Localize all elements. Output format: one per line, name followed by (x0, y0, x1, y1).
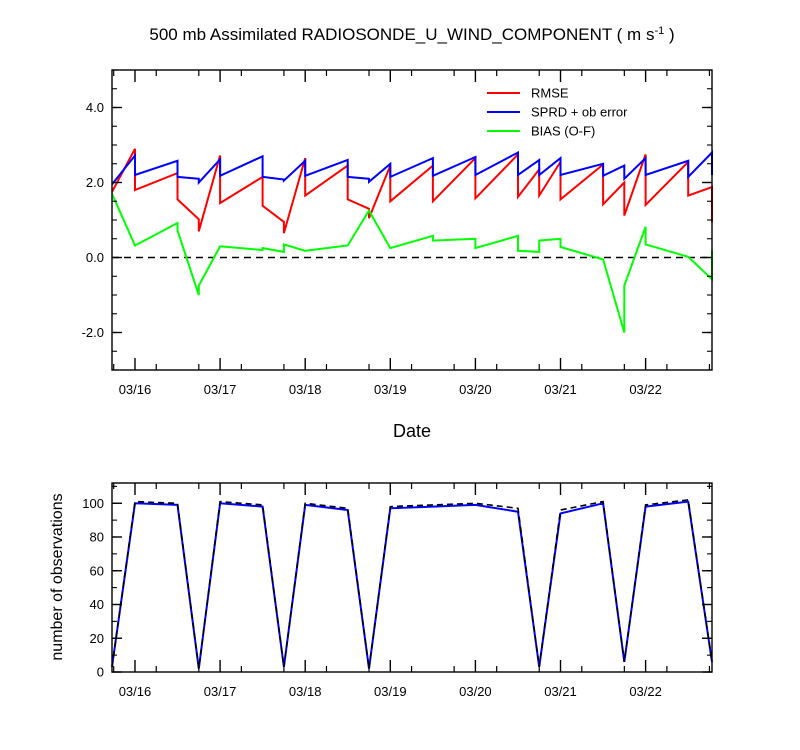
observations-count-chart: 03/16 03/17 03/18 03/19 03/20 03/21 03/22 0 20 40… (49, 482, 713, 699)
x-tick-label: 03/17 (204, 382, 237, 397)
y-tick-label: 80 (90, 530, 104, 545)
series-line-1 (111, 150, 713, 186)
y-tick-label: -2.0 (82, 325, 104, 340)
x-tick-label: 03/20 (459, 382, 492, 397)
x-tick-label: 03/22 (629, 382, 662, 397)
x-axis-label: Date (393, 421, 431, 441)
legend-entry: RMSE (531, 86, 569, 101)
x-tick-label: 03/20 (459, 684, 492, 699)
y-tick-label: 0 (97, 665, 104, 680)
y-tick-label: 40 (90, 597, 104, 612)
y-tick-label: 100 (82, 496, 104, 511)
x-tick-label: 03/18 (289, 382, 322, 397)
x-tick-label: 03/19 (374, 382, 407, 397)
series-line-2 (111, 193, 713, 333)
rmse-spread-bias-chart: 500 mb Assimilated RADIOSONDE_U_WIND_COM… (82, 25, 713, 441)
y-tick-label: 4.0 (86, 100, 104, 115)
x-tick-label: 03/21 (544, 382, 577, 397)
top-plot-area: 03/16 03/17 03/18 03/19 03/20 03/21 03/22 -2.0 0… (82, 69, 713, 397)
series-line-0 (111, 148, 713, 234)
x-tick-label: 03/16 (119, 684, 152, 699)
x-tick-label: 03/22 (629, 684, 662, 699)
x-tick-label: 03/18 (289, 684, 322, 699)
x-tick-label: 03/17 (204, 684, 237, 699)
y-tick-label: 60 (90, 563, 104, 578)
legend-entry: BIAS (O-F) (531, 124, 595, 139)
chart-title: 500 mb Assimilated RADIOSONDE_U_WIND_COM… (149, 25, 674, 44)
x-tick-label: 03/16 (119, 382, 152, 397)
series-line-1 (111, 499, 713, 669)
x-tick-label: 03/19 (374, 684, 407, 699)
bottom-plot-area: 03/16 03/17 03/18 03/19 03/20 03/21 03/22 0 20 40… (82, 482, 713, 699)
legend-entry: SPRD + ob error (531, 105, 628, 120)
y-tick-label: 0.0 (86, 250, 104, 265)
y-tick-label: 2.0 (86, 175, 104, 190)
y-axis-label: number of observations (49, 493, 66, 660)
x-tick-label: 03/21 (544, 684, 577, 699)
y-tick-label: 20 (90, 631, 104, 646)
